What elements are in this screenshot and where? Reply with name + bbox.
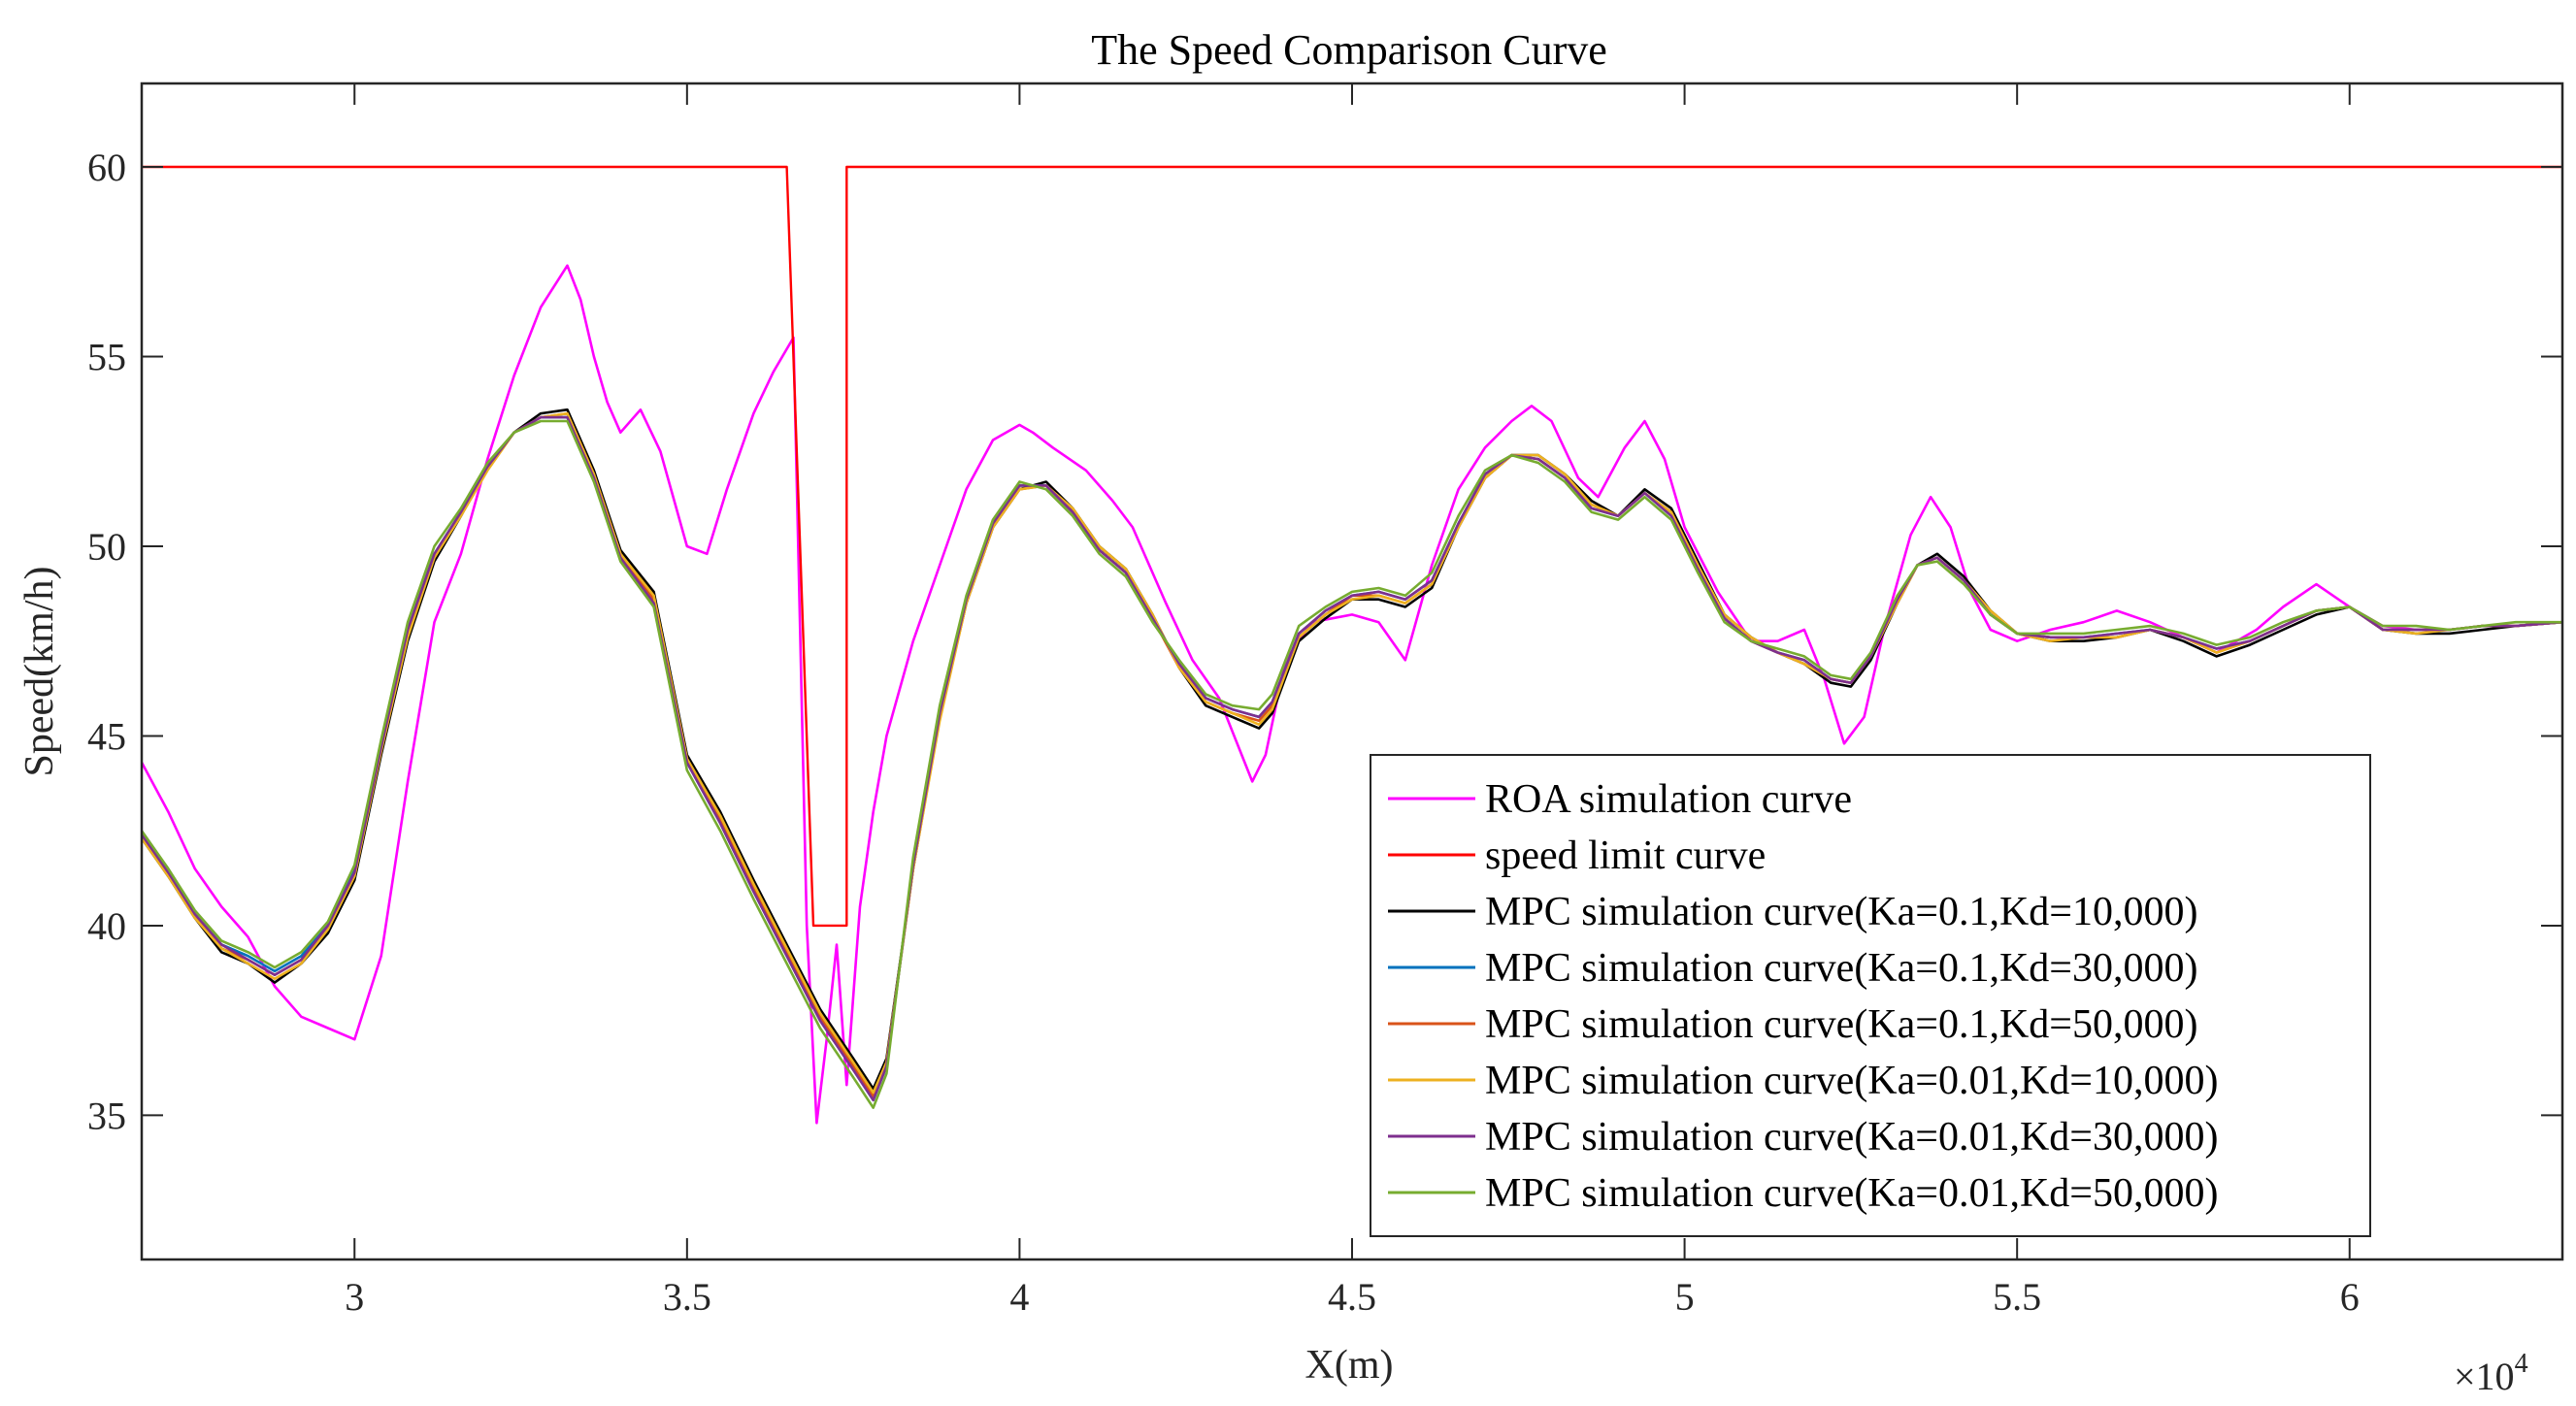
legend-label-4: MPC simulation curve(Ka=0.1,Kd=50,000) <box>1485 1002 2197 1047</box>
y-tick-label: 35 <box>87 1094 126 1137</box>
legend-label-3: MPC simulation curve(Ka=0.1,Kd=30,000) <box>1485 946 2197 991</box>
x-axis-exponent: ×104 <box>2454 1349 2528 1398</box>
y-axis-ticks: 35 40 45 50 55 60 <box>87 146 2562 1137</box>
legend-label-5: MPC simulation curve(Ka=0.01,Kd=10,000) <box>1485 1059 2218 1103</box>
x-tick-label: 6 <box>2340 1275 2360 1319</box>
y-axis-label: Speed(km/h) <box>17 567 62 777</box>
legend-box <box>1370 754 2371 1237</box>
x-tick-label: 3.5 <box>663 1275 711 1319</box>
series-line-7 <box>142 419 2562 1109</box>
y-tick-label: 60 <box>87 146 126 189</box>
x-axis-exponent-base: ×10 <box>2454 1355 2515 1398</box>
y-tick-label: 50 <box>87 525 126 569</box>
series-line-1 <box>142 165 2562 928</box>
legend: ROA simulation curve speed limit curve MPC… <box>1370 754 2371 1237</box>
x-tick-label: 5 <box>1675 1275 1695 1319</box>
legend-label-1: speed limit curve <box>1485 834 1766 878</box>
x-tick-label: 4 <box>1009 1275 1029 1319</box>
y-tick-label: 40 <box>87 904 126 948</box>
series-line-0 <box>142 264 2562 1125</box>
legend-label-6: MPC simulation curve(Ka=0.01,Kd=30,000) <box>1485 1115 2218 1160</box>
x-axis-ticks: 3 3.5 4 4.5 5 5.5 6 <box>345 83 2360 1319</box>
series-line-6 <box>142 415 2562 1102</box>
x-tick-label: 4.5 <box>1328 1275 1376 1319</box>
legend-label-7: MPC simulation curve(Ka=0.01,Kd=50,000) <box>1485 1171 2218 1216</box>
legend-label-0: ROA simulation curve <box>1485 777 1852 822</box>
x-tick-label: 5.5 <box>1993 1275 2041 1319</box>
series-layer <box>142 165 2562 1125</box>
series-line-2 <box>142 408 2562 1091</box>
y-tick-label: 55 <box>87 335 126 378</box>
legend-label-2: MPC simulation curve(Ka=0.1,Kd=10,000) <box>1485 890 2197 934</box>
x-axis-exponent-power: 4 <box>2515 1349 2528 1379</box>
y-tick-label: 45 <box>87 714 126 758</box>
chart-title: The Speed Comparison Curve <box>1091 26 1607 74</box>
x-tick-label: 3 <box>345 1275 364 1319</box>
x-axis-label: X(m) <box>1305 1343 1394 1388</box>
